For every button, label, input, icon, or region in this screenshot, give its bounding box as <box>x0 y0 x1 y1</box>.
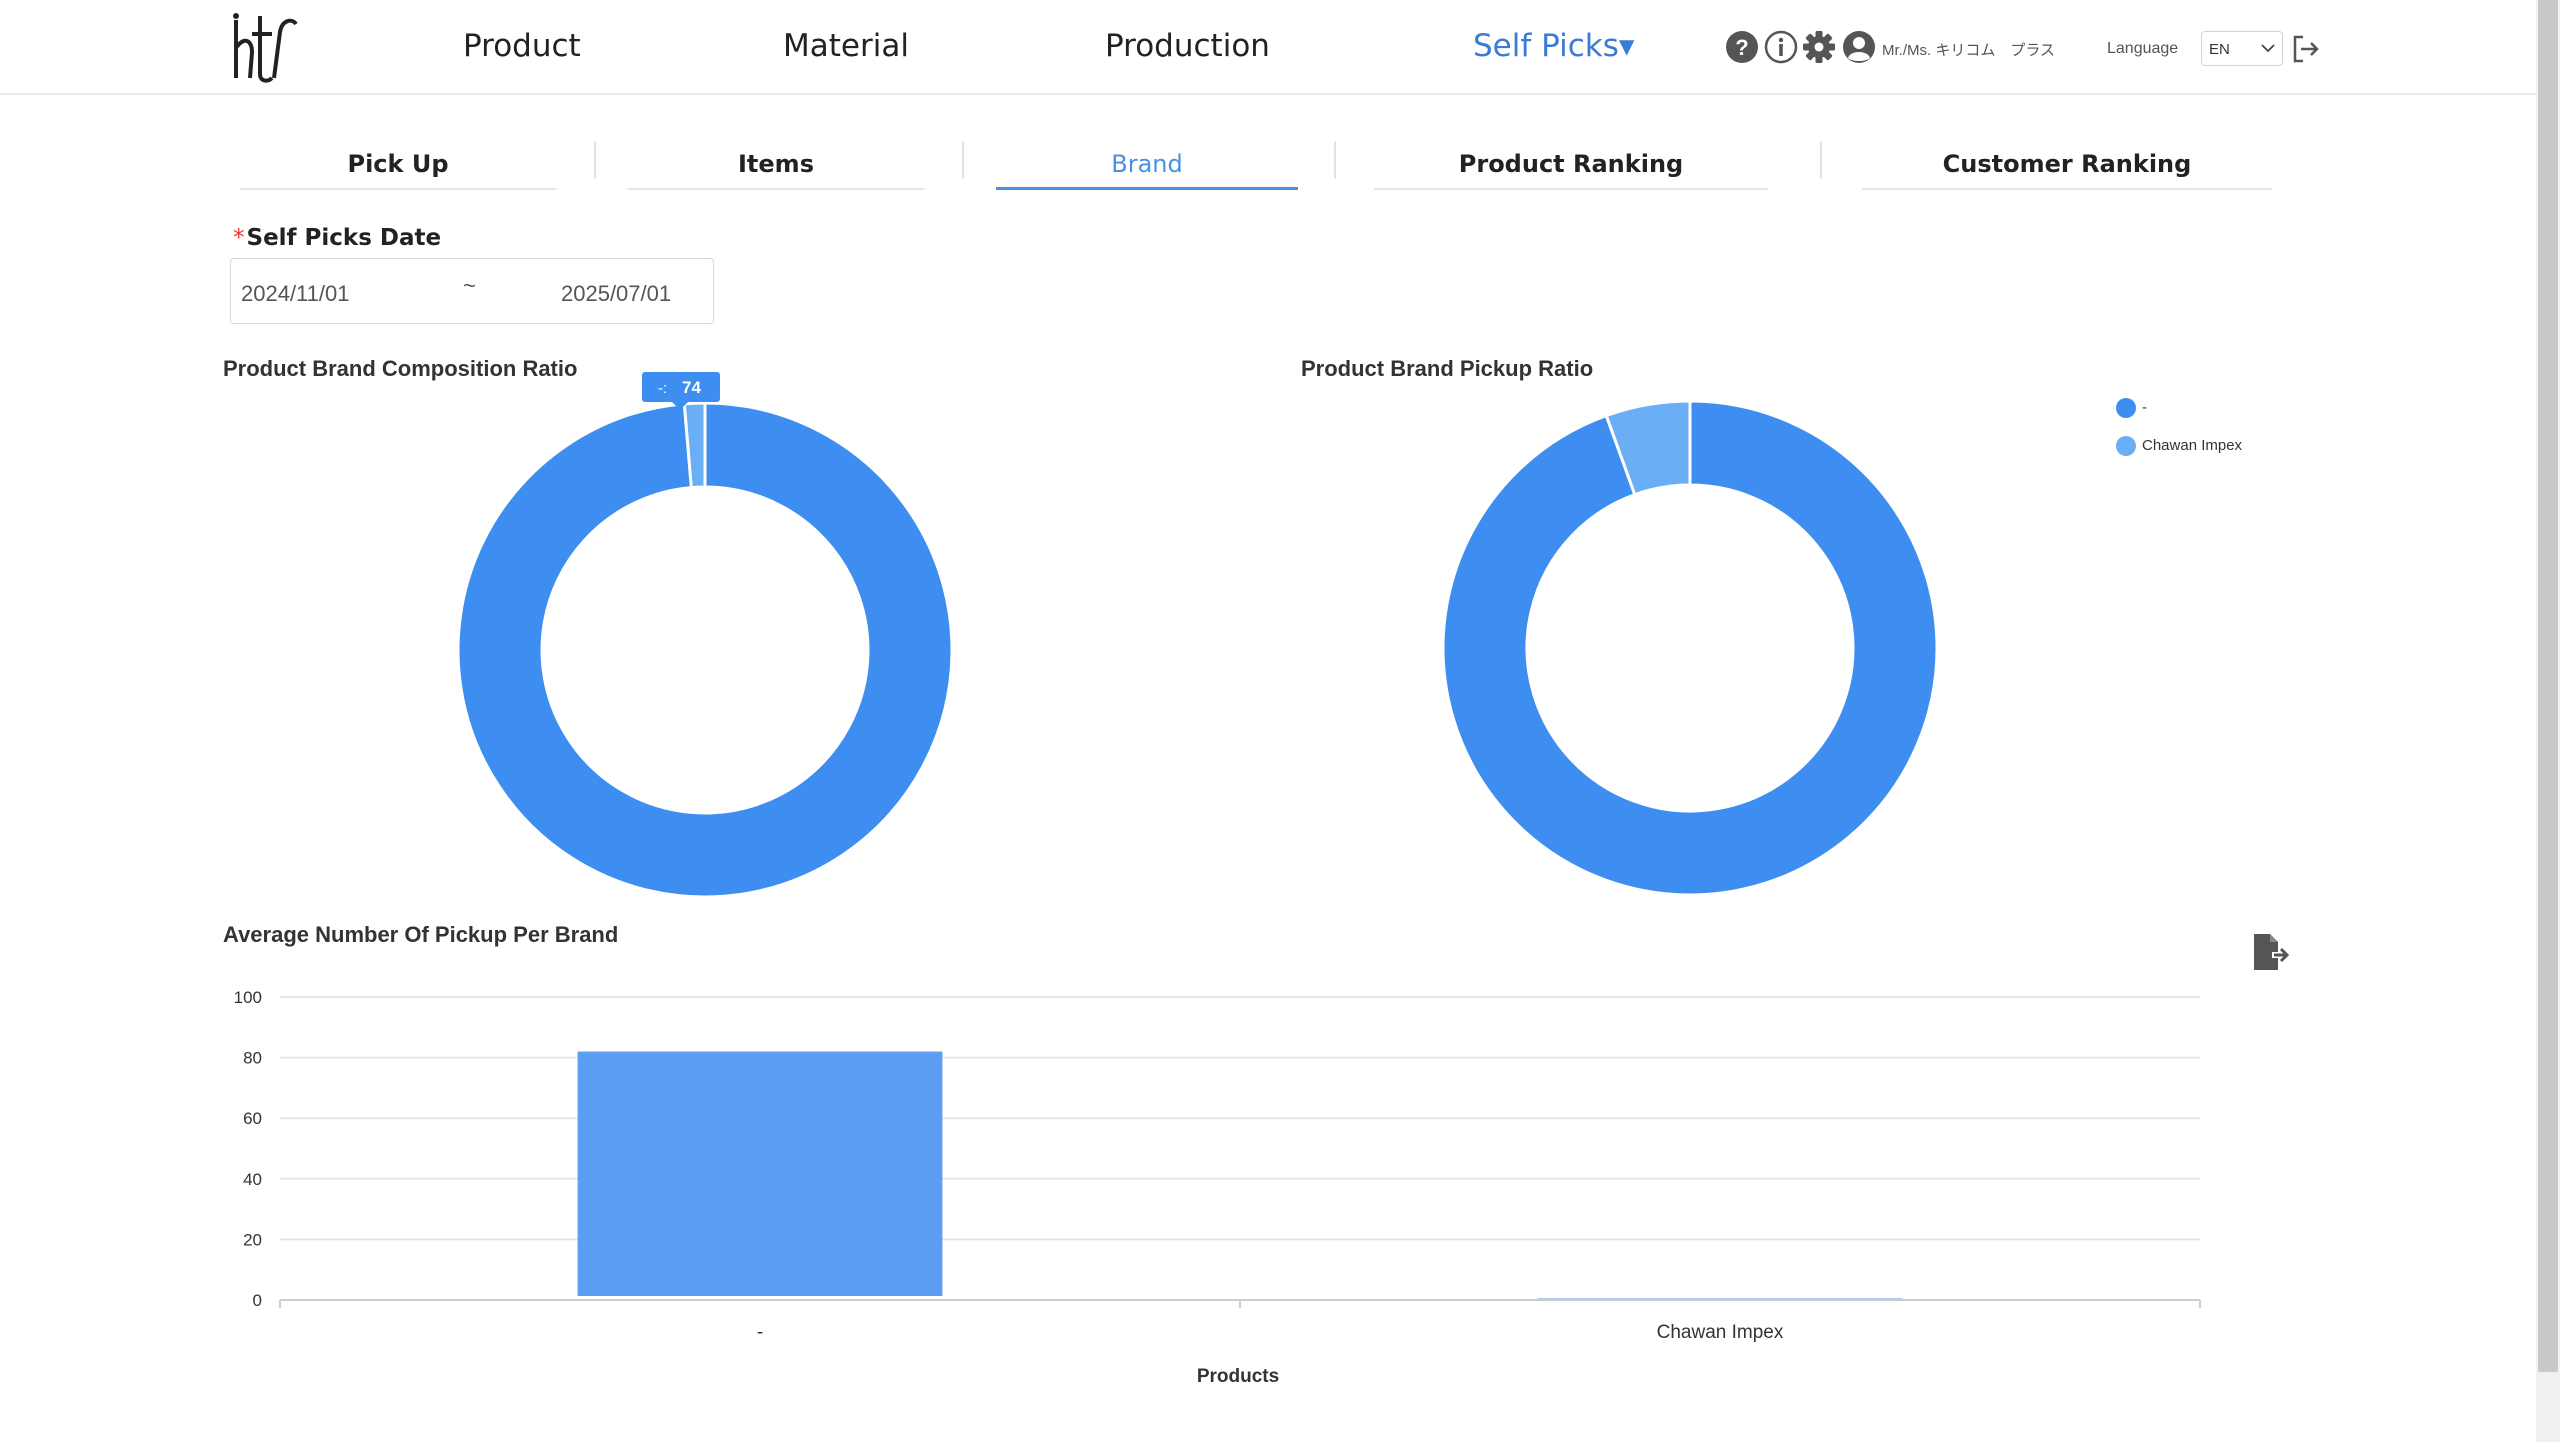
date-filter-label: *Self Picks Date <box>233 225 441 251</box>
x-tick-label: Chawan Impex <box>1657 1322 1784 1343</box>
legend-label-chawan-impex[interactable]: Chawan Impex <box>2142 437 2243 454</box>
bar-chart-grid: 0 20 40 60 80 100 <box>234 988 2200 1310</box>
brand-logo[interactable] <box>222 8 302 88</box>
donut-slice-dash[interactable] <box>1441 399 1939 897</box>
x-tick-label: - <box>757 1322 763 1343</box>
bar-dash[interactable] <box>577 1051 943 1296</box>
bar-chart-x-axis: - Chawan Impex <box>279 1299 2201 1343</box>
tab-pick-up[interactable]: Pick Up <box>240 150 556 190</box>
donut-slice-chawan-impex[interactable] <box>682 401 707 490</box>
language-value: EN <box>2209 41 2230 58</box>
y-tick-label: 100 <box>234 988 262 1007</box>
required-mark: * <box>233 225 245 251</box>
y-tick-label: 40 <box>243 1170 262 1189</box>
pickup-chart-title: Product Brand Pickup Ratio <box>1301 356 1594 381</box>
composition-donut-slices <box>456 401 954 899</box>
user-name: Mr./Ms. キリコム プラス <box>1882 42 2056 59</box>
x-axis-label: Products <box>1197 1366 1279 1387</box>
bar-chart-bars <box>577 1051 1903 1300</box>
tab-divider <box>1334 141 1336 179</box>
tab-customer-ranking[interactable]: Customer Ranking <box>1862 150 2272 190</box>
scrollbar-thumb[interactable] <box>2538 0 2558 1372</box>
y-tick-label: 80 <box>243 1049 262 1068</box>
legend-label-dash[interactable]: - <box>2142 399 2147 416</box>
nav-material[interactable]: Material <box>783 28 909 64</box>
nav-self-picks[interactable]: Self Picks▾ <box>1473 28 1635 64</box>
date-range-picker[interactable]: 2024/11/01 ~ 2025/07/01 <box>230 258 714 324</box>
y-tick-label: 60 <box>243 1109 262 1128</box>
logout-icon[interactable] <box>2290 33 2322 65</box>
composition-chart-title: Product Brand Composition Ratio <box>223 356 578 381</box>
language-label: Language <box>2107 40 2179 57</box>
average-bar-chart: 0 20 40 60 80 100 - Chawan Impex Products <box>234 988 2201 1387</box>
average-chart-title: Average Number Of Pickup Per Brand <box>223 922 619 947</box>
top-header: Product Material Production Self Picks▾ … <box>0 0 2536 95</box>
tab-product-ranking[interactable]: Product Ranking <box>1374 150 1768 190</box>
date-range-separator: ~ <box>463 273 476 298</box>
y-tick-label: 0 <box>253 1291 262 1310</box>
tab-divider <box>594 141 596 179</box>
chevron-down-icon <box>2261 44 2275 53</box>
export-file-icon[interactable] <box>2250 932 2290 972</box>
tab-items[interactable]: Items <box>628 150 924 190</box>
donut-slice-dash[interactable] <box>456 401 954 899</box>
tab-divider <box>962 141 964 179</box>
chart-tooltip: -: 74 <box>642 372 720 410</box>
language-select[interactable]: EN <box>2201 31 2283 66</box>
composition-donut-chart: -: 74 <box>456 372 954 899</box>
tab-divider <box>1820 141 1822 179</box>
date-start-value[interactable]: 2024/11/01 <box>241 281 350 306</box>
date-end-value[interactable]: 2025/07/01 <box>561 281 672 306</box>
donut-slice-chawan-impex[interactable] <box>1604 399 1692 497</box>
legend-swatch-dash[interactable] <box>2116 398 2136 418</box>
settings-gear-icon[interactable] <box>1802 30 1836 64</box>
tooltip-value: 74 <box>682 378 701 397</box>
nav-product[interactable]: Product <box>463 28 581 64</box>
legend-swatch-chawan-impex[interactable] <box>2116 436 2136 456</box>
bar-chawan-impex[interactable] <box>1537 1298 1903 1300</box>
svg-text:?: ? <box>1735 35 1748 60</box>
pickup-donut-chart <box>1441 399 1939 897</box>
info-icon[interactable] <box>1764 30 1798 64</box>
y-tick-label: 20 <box>243 1230 262 1249</box>
tooltip-label: -: <box>658 380 667 397</box>
pickup-donut-slices <box>1441 399 1939 897</box>
tab-brand[interactable]: Brand <box>996 150 1298 190</box>
date-filter-label-text: Self Picks Date <box>246 225 442 251</box>
help-icon[interactable]: ? <box>1725 30 1759 64</box>
nav-production[interactable]: Production <box>1105 28 1270 64</box>
user-avatar-icon[interactable] <box>1842 30 1876 64</box>
